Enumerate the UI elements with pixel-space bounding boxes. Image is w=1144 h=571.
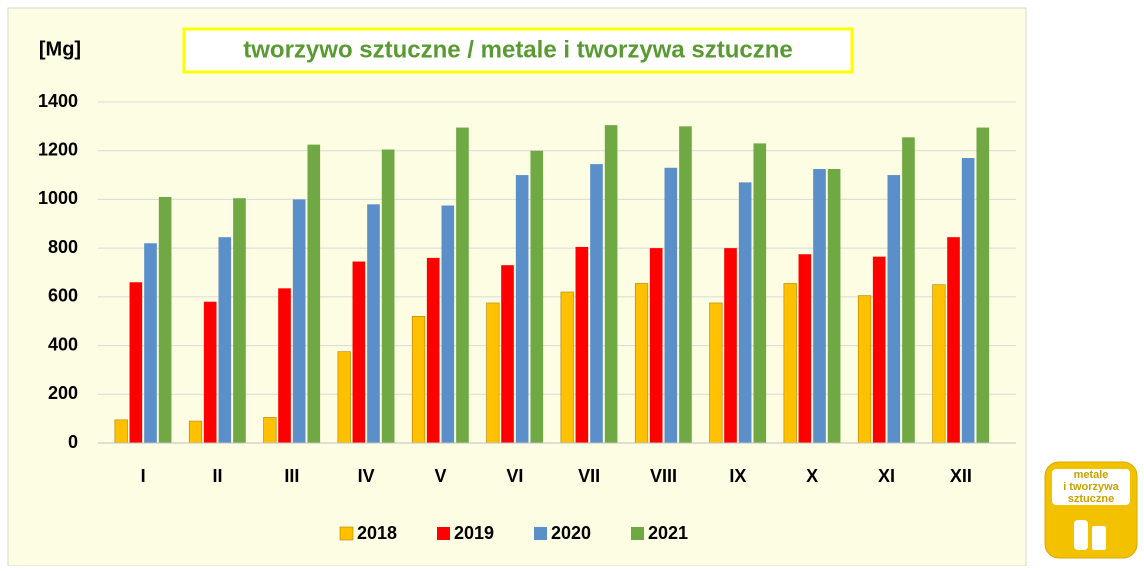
bar xyxy=(947,237,960,443)
badge-text: metale xyxy=(1074,469,1109,481)
y-tick-label: 800 xyxy=(48,237,78,257)
bar xyxy=(337,351,351,444)
x-tick-label: VII xyxy=(578,466,600,486)
bar xyxy=(411,316,426,444)
legend-swatch xyxy=(437,527,450,540)
bar xyxy=(188,420,203,444)
y-tick-label: 200 xyxy=(48,383,78,403)
bar xyxy=(738,182,752,443)
x-tick-label: VIII xyxy=(650,466,677,486)
x-tick-label: XII xyxy=(950,466,972,486)
bar xyxy=(827,168,841,443)
bar xyxy=(441,205,455,443)
x-tick-label: V xyxy=(434,466,446,486)
x-tick-label: I xyxy=(141,466,146,486)
x-tick-label: III xyxy=(284,466,299,486)
bar xyxy=(456,127,469,443)
bar xyxy=(634,283,649,444)
x-tick-label: VI xyxy=(506,466,523,486)
x-tick-label: XI xyxy=(878,466,895,486)
bar xyxy=(367,204,380,443)
bar xyxy=(902,137,915,443)
bar xyxy=(753,143,767,443)
badge-label-box xyxy=(1052,469,1130,505)
bar xyxy=(218,237,232,443)
y-tick-label: 0 xyxy=(68,432,78,452)
bar xyxy=(813,168,826,443)
bar xyxy=(932,284,946,444)
bar xyxy=(263,417,277,444)
bar xyxy=(114,419,128,444)
y-tick-label: 600 xyxy=(48,286,78,306)
bar xyxy=(501,265,514,443)
bar xyxy=(144,243,157,443)
bar xyxy=(664,167,678,443)
bar xyxy=(961,158,975,443)
legend-swatch xyxy=(631,527,644,540)
y-tick-label: 1200 xyxy=(38,139,78,159)
y-tick-label: 1000 xyxy=(38,188,78,208)
bar xyxy=(709,302,723,444)
badge-text: sztuczne xyxy=(1068,493,1114,505)
title-box xyxy=(182,27,854,74)
bar xyxy=(530,150,544,443)
y-tick-label: 400 xyxy=(48,334,78,354)
bar xyxy=(292,199,306,443)
bar xyxy=(857,295,872,444)
legend-label: 2019 xyxy=(454,523,494,543)
badge-text: i tworzywa xyxy=(1063,481,1120,493)
legend-label: 2021 xyxy=(648,523,688,543)
x-tick-label: IX xyxy=(729,466,746,486)
bar xyxy=(560,291,574,444)
bar xyxy=(486,302,500,444)
bar xyxy=(278,288,291,443)
x-tick-label: II xyxy=(212,466,222,486)
bar xyxy=(976,127,990,443)
bar xyxy=(649,248,663,443)
badge: metale i tworzywa sztuczne xyxy=(1044,461,1138,559)
legend-label: 2020 xyxy=(551,523,591,543)
bar xyxy=(783,283,797,444)
bar xyxy=(352,261,366,443)
bar xyxy=(604,125,618,443)
badge-icon xyxy=(1074,520,1088,550)
chart-title: tworzywo sztuczne / metale i tworzywa sz… xyxy=(243,36,792,63)
legend-label: 2018 xyxy=(357,523,397,543)
bar xyxy=(129,282,143,443)
bar xyxy=(515,175,529,444)
legend-swatch xyxy=(534,527,547,540)
bar xyxy=(158,196,172,443)
bar xyxy=(575,246,589,443)
x-tick-label: X xyxy=(806,466,818,486)
x-tick-label: IV xyxy=(358,466,375,486)
y-axis-label: [Mg] xyxy=(39,38,81,60)
y-tick-label: 1400 xyxy=(38,91,78,111)
bar xyxy=(798,254,812,443)
bar xyxy=(426,257,440,443)
bar xyxy=(724,248,737,443)
bar xyxy=(203,301,217,443)
bar xyxy=(679,126,692,443)
badge-icon xyxy=(1092,526,1106,550)
bar xyxy=(887,175,901,444)
bar xyxy=(381,149,395,443)
bar xyxy=(872,256,886,443)
legend-swatch xyxy=(339,526,354,541)
bar xyxy=(233,198,246,443)
bar xyxy=(590,164,603,443)
bar xyxy=(307,144,321,443)
